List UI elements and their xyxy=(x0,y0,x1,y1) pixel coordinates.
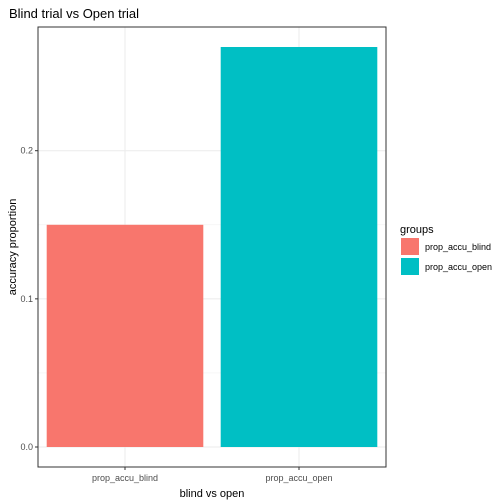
legend-label: prop_accu_blind xyxy=(425,242,491,252)
bar-prop_accu_blind xyxy=(46,224,204,447)
chart-title: Blind trial vs Open trial xyxy=(9,6,139,21)
x-axis-title: blind vs open xyxy=(180,488,245,500)
y-tick-label: 0.2 xyxy=(20,146,33,156)
legend-label: prop_accu_open xyxy=(425,262,492,272)
x-tick-label: prop_accu_open xyxy=(265,473,332,483)
bars xyxy=(46,47,378,447)
panel-border xyxy=(37,26,387,468)
y-axis-title: accuracy proportion xyxy=(7,199,19,296)
x-axis: prop_accu_blind prop_accu_open xyxy=(92,467,333,483)
bar-prop_accu_open xyxy=(220,47,378,447)
x-tick-label: prop_accu_blind xyxy=(92,473,158,483)
legend: groups prop_accu_blind prop_accu_open xyxy=(400,224,492,275)
y-axis: 0.0 0.1 0.2 xyxy=(20,146,38,452)
legend-title: groups xyxy=(400,224,434,236)
legend-key-prop_accu_open xyxy=(401,258,419,275)
y-tick-label: 0.0 xyxy=(20,442,33,452)
y-tick-label: 0.1 xyxy=(20,294,33,304)
legend-key-prop_accu_blind xyxy=(401,238,419,255)
